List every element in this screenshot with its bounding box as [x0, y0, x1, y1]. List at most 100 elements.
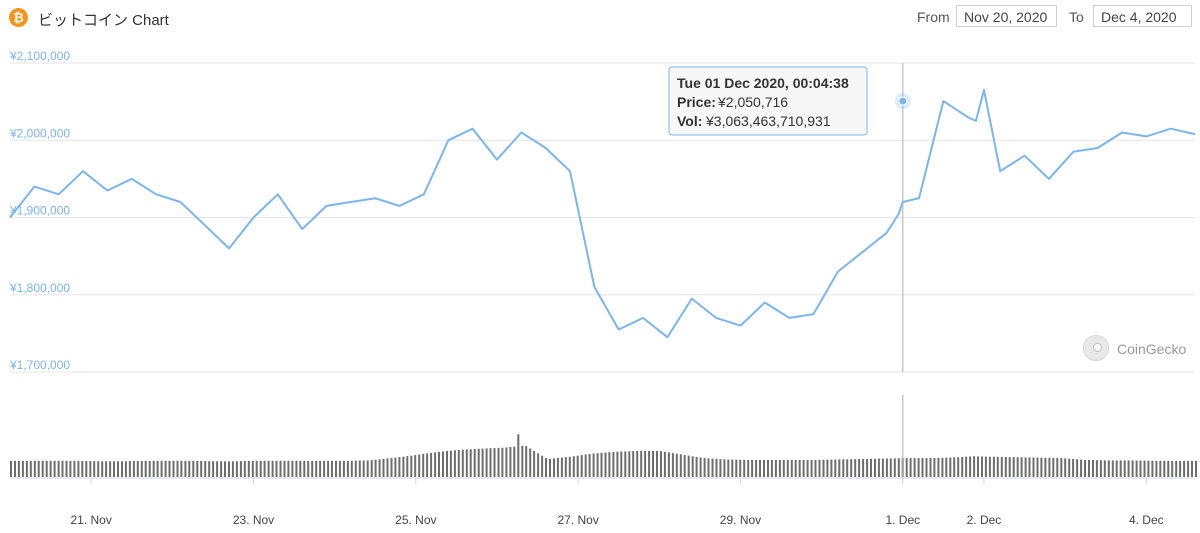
- volume-bar: [17, 460, 20, 477]
- volume-bar: [905, 458, 908, 477]
- volume-bar: [1123, 460, 1126, 477]
- volume-bar: [897, 458, 900, 477]
- volume-bar: [382, 458, 385, 477]
- volume-bar: [588, 454, 591, 477]
- volume-bar: [996, 456, 999, 477]
- volume-bar: [331, 460, 333, 477]
- volume-bar: [913, 458, 916, 477]
- volume-bar: [723, 459, 726, 477]
- tooltip-date: Tue 01 Dec 2020, 00:04:38: [677, 75, 849, 91]
- volume-bar: [239, 461, 242, 477]
- volume-bar: [1127, 460, 1130, 477]
- volume-bar: [568, 456, 571, 477]
- volume-bar: [1103, 460, 1106, 477]
- volume-bar: [188, 460, 191, 477]
- from-label: From: [917, 9, 950, 25]
- volume-bar: [231, 461, 234, 477]
- to-date-input[interactable]: Dec 4, 2020: [1093, 5, 1192, 27]
- volume-bar: [525, 446, 528, 477]
- volume-bar: [644, 450, 647, 477]
- volume-bar: [192, 460, 195, 477]
- volume-bar: [45, 460, 48, 477]
- volume-bar: [992, 456, 995, 477]
- volume-bar: [1107, 460, 1110, 477]
- volume-bar: [136, 460, 139, 477]
- volume-bar: [481, 448, 484, 477]
- credit-text: CoinGecko: [1117, 341, 1187, 357]
- volume-bar: [1028, 457, 1031, 477]
- volume-bar: [354, 460, 357, 477]
- tooltip-price-label: Price:: [677, 94, 716, 110]
- volume-bar: [608, 452, 611, 477]
- volume-bar: [719, 459, 722, 477]
- volume-bar: [402, 456, 405, 477]
- volume-bar: [759, 459, 761, 477]
- volume-bar: [156, 460, 159, 477]
- volume-bar: [977, 456, 979, 477]
- volume-bar: [299, 460, 302, 477]
- volume-bar: [834, 459, 837, 477]
- volume-bar: [707, 458, 710, 477]
- volume-bar: [612, 451, 615, 477]
- volume-bar: [338, 460, 341, 477]
- volume-bar: [378, 459, 381, 477]
- volume-bar: [1036, 457, 1039, 477]
- volume-bar: [271, 460, 274, 477]
- volume-bar: [398, 457, 401, 477]
- volume-bar: [53, 460, 56, 477]
- volume-bar: [410, 455, 413, 477]
- y-axis-ticks: ¥2,100,000 ¥2,000,000 ¥1,900,000 ¥1,800,000…: [9, 49, 70, 372]
- volume-bar: [386, 458, 389, 477]
- volume-bar: [667, 452, 670, 477]
- volume-bar: [374, 459, 377, 477]
- volume-bar: [422, 454, 425, 477]
- volume-bar: [93, 461, 96, 477]
- volume-bar: [648, 450, 651, 477]
- volume-bar: [945, 457, 948, 477]
- volume-bar: [822, 459, 825, 477]
- volume-bar: [1016, 457, 1019, 477]
- volume-bar: [434, 452, 437, 477]
- volume-bar: [715, 458, 718, 477]
- volume-bar: [984, 456, 987, 477]
- volume-bar: [442, 451, 444, 477]
- volume-bar: [1111, 460, 1114, 477]
- volume-bar: [497, 447, 500, 477]
- volume-bar: [477, 448, 480, 477]
- volume-bar: [572, 456, 575, 477]
- volume-bar: [33, 460, 36, 477]
- volume-bar: [235, 461, 238, 477]
- volume-bar: [461, 449, 464, 477]
- volume-bar: [541, 455, 544, 477]
- volume-bar: [29, 460, 32, 477]
- grid-lines: [10, 62, 1195, 373]
- bitcoin-icon: ₿: [9, 8, 28, 27]
- volume-bar: [949, 457, 952, 477]
- volume-bar: [921, 458, 924, 477]
- volume-bar: [224, 461, 226, 477]
- volume-bar: [838, 459, 841, 477]
- chart-header: ₿ ビットコイン Chart From Nov 20, 2020 To Dec …: [0, 0, 1200, 40]
- volume-bar: [453, 450, 456, 477]
- from-date-input[interactable]: Nov 20, 2020: [956, 5, 1057, 27]
- volume-bar: [1135, 460, 1138, 477]
- volume-bar: [370, 460, 373, 477]
- hover-marker[interactable]: [898, 96, 908, 106]
- volume-bar: [560, 457, 563, 477]
- volume-bar: [973, 456, 976, 477]
- volume-bar: [842, 459, 845, 477]
- volume-bar: [885, 458, 888, 477]
- volume-bar: [362, 460, 365, 477]
- x-tick-label: 29. Nov: [720, 513, 761, 527]
- volume-bar: [493, 448, 496, 477]
- volume-bar: [505, 447, 508, 477]
- volume-bar: [917, 458, 920, 477]
- volume-bar: [517, 434, 520, 478]
- volume-bar: [350, 460, 353, 477]
- volume-bar: [406, 456, 409, 477]
- volume-bar: [981, 456, 983, 477]
- volume-bar: [909, 458, 912, 477]
- x-tick-label: 4. Dec: [1129, 513, 1164, 527]
- price-series-line[interactable]: [9, 89, 1196, 339]
